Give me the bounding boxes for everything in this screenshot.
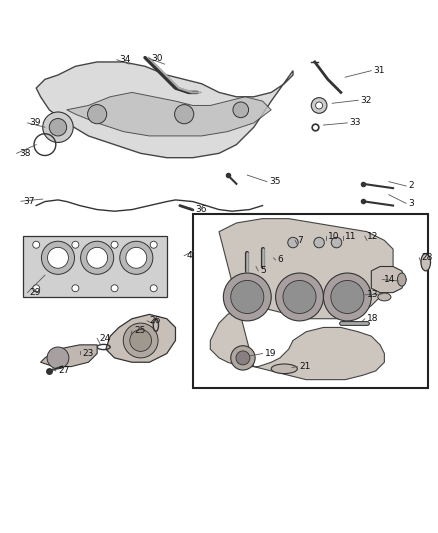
Circle shape xyxy=(123,323,158,358)
Bar xyxy=(193,214,428,389)
Text: 13: 13 xyxy=(367,290,378,300)
Ellipse shape xyxy=(421,254,431,271)
Text: 28: 28 xyxy=(421,253,433,262)
Text: 27: 27 xyxy=(58,367,69,375)
Text: 35: 35 xyxy=(269,177,281,186)
Circle shape xyxy=(150,241,157,248)
Circle shape xyxy=(72,241,79,248)
Circle shape xyxy=(111,285,118,292)
Text: 30: 30 xyxy=(152,54,163,63)
Text: 26: 26 xyxy=(149,317,161,326)
Circle shape xyxy=(231,346,255,370)
Text: 32: 32 xyxy=(360,96,372,105)
Circle shape xyxy=(331,280,364,313)
Circle shape xyxy=(87,247,108,268)
Circle shape xyxy=(236,351,250,365)
Text: 39: 39 xyxy=(30,118,41,127)
Circle shape xyxy=(33,241,40,248)
Text: 33: 33 xyxy=(350,118,361,127)
Circle shape xyxy=(283,280,316,313)
Circle shape xyxy=(120,241,153,274)
Text: 12: 12 xyxy=(367,231,378,240)
Polygon shape xyxy=(23,236,167,297)
Polygon shape xyxy=(371,266,406,293)
Text: 5: 5 xyxy=(260,266,266,276)
Circle shape xyxy=(47,247,68,268)
Polygon shape xyxy=(36,62,293,158)
Circle shape xyxy=(49,118,67,136)
Circle shape xyxy=(33,285,40,292)
Circle shape xyxy=(72,285,79,292)
Circle shape xyxy=(233,102,249,118)
Ellipse shape xyxy=(378,293,391,301)
Circle shape xyxy=(126,247,147,268)
Text: 6: 6 xyxy=(278,255,283,264)
Circle shape xyxy=(231,280,264,313)
Ellipse shape xyxy=(271,364,297,374)
Text: 3: 3 xyxy=(408,199,414,208)
Text: 36: 36 xyxy=(195,205,207,214)
Circle shape xyxy=(331,237,342,248)
Polygon shape xyxy=(41,345,97,367)
Text: 37: 37 xyxy=(23,197,35,206)
Circle shape xyxy=(47,347,69,369)
Ellipse shape xyxy=(397,273,406,286)
Circle shape xyxy=(43,112,73,142)
Circle shape xyxy=(150,285,157,292)
Text: 24: 24 xyxy=(99,334,110,343)
Text: 19: 19 xyxy=(265,349,276,358)
Circle shape xyxy=(314,237,324,248)
Circle shape xyxy=(311,98,327,114)
Text: 11: 11 xyxy=(345,231,357,240)
Text: 25: 25 xyxy=(134,326,145,335)
Text: 21: 21 xyxy=(300,362,311,371)
Circle shape xyxy=(223,273,271,321)
Circle shape xyxy=(111,241,118,248)
Text: 4: 4 xyxy=(186,251,192,260)
Circle shape xyxy=(130,329,152,351)
Text: 31: 31 xyxy=(374,66,385,75)
Text: 7: 7 xyxy=(297,236,303,245)
Text: 23: 23 xyxy=(82,349,93,358)
Circle shape xyxy=(288,237,298,248)
Circle shape xyxy=(323,273,371,321)
Polygon shape xyxy=(106,314,176,362)
Text: 29: 29 xyxy=(30,288,41,297)
Circle shape xyxy=(316,102,322,109)
Text: 38: 38 xyxy=(19,149,30,158)
Polygon shape xyxy=(67,92,271,136)
Text: 10: 10 xyxy=(328,231,339,240)
Circle shape xyxy=(175,104,194,124)
Circle shape xyxy=(276,273,323,321)
Text: 14: 14 xyxy=(385,275,396,284)
Circle shape xyxy=(42,241,74,274)
Text: 18: 18 xyxy=(367,314,378,323)
Text: 34: 34 xyxy=(119,55,130,64)
Circle shape xyxy=(88,104,107,124)
Circle shape xyxy=(81,241,114,274)
Text: 2: 2 xyxy=(408,181,414,190)
Polygon shape xyxy=(210,219,393,379)
